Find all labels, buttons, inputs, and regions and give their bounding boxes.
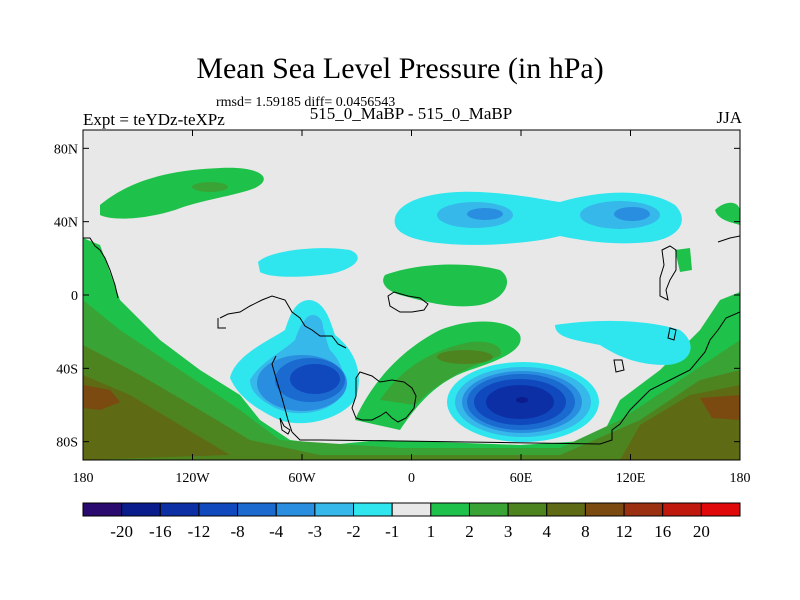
stats-line: rmsd= 1.59185 diff= 0.0456543 (216, 95, 396, 110)
lon-label: 180 (730, 471, 751, 486)
colorbar-label: 3 (504, 522, 513, 541)
colorbar-label: 1 (427, 522, 436, 541)
colorbar-swatch (623, 502, 664, 517)
colorbar-label: -12 (188, 522, 211, 541)
latitude-labels: 80N 40N 0 40S 80S (54, 142, 740, 451)
colorbar-swatch (198, 502, 239, 517)
colorbar-swatch (159, 502, 200, 517)
colorbar-label: -16 (149, 522, 172, 541)
colorbar-label: 2 (465, 522, 474, 541)
colorbar-swatch (314, 502, 355, 517)
colorbar-swatch (121, 502, 161, 517)
colorbar-swatch (391, 502, 432, 517)
colorbar: -20 -16 -12 -8 -4 -3 -2 -1 1 2 3 4 8 12 16 20 (82, 502, 741, 541)
colorbar-label: 4 (543, 522, 552, 541)
colorbar-swatch (82, 502, 123, 517)
colorbar-swatch (700, 502, 741, 517)
colorbar-label: 20 (693, 522, 710, 541)
lon-label: 60E (510, 471, 533, 486)
lon-label: 120E (616, 471, 646, 486)
colorbar-swatch (507, 502, 548, 517)
lon-label: 120W (175, 471, 210, 486)
colorbar-label: -1 (385, 522, 399, 541)
colorbar-label: 12 (616, 522, 633, 541)
lat-label: 80N (54, 142, 78, 157)
negative-anomalies (230, 191, 691, 442)
colorbar-label: -3 (308, 522, 322, 541)
colorbar-label: -4 (269, 522, 284, 541)
season-label: JJA (716, 108, 742, 127)
colorbar-swatch (237, 502, 277, 517)
colorbar-swatch (468, 502, 509, 517)
lat-label: 40N (54, 216, 78, 231)
lat-label: 0 (71, 289, 78, 304)
lat-label: 80S (56, 436, 78, 451)
colorbar-label: 16 (654, 522, 671, 541)
colorbar-swatch (662, 502, 702, 517)
colorbar-swatch (353, 502, 393, 517)
coastlines (83, 235, 740, 445)
lon-label: 60W (288, 471, 316, 486)
longitude-labels: 180 120W 60W 0 60E 120E 180 (73, 130, 751, 486)
lat-label: 40S (56, 362, 78, 377)
colorbar-label: -20 (110, 522, 133, 541)
map-title: Mean Sea Level Pressure (in hPa) (196, 52, 604, 85)
colorbar-label: -2 (346, 522, 360, 541)
colorbar-label: -8 (231, 522, 245, 541)
pressure-field (83, 130, 740, 460)
colorbar-swatch (546, 502, 586, 517)
comparison-label: 515_0_MaBP - 515_0_MaBP (309, 104, 513, 123)
colorbar-label: 8 (581, 522, 590, 541)
positive-anomalies (83, 167, 740, 460)
colorbar-swatch (430, 502, 470, 517)
colorbar-swatch (584, 502, 625, 517)
colorbar-swatch (275, 502, 316, 517)
lon-label: 0 (408, 471, 415, 486)
experiment-label: Expt = teYDz-teXPz (83, 110, 225, 129)
lon-label: 180 (73, 471, 94, 486)
